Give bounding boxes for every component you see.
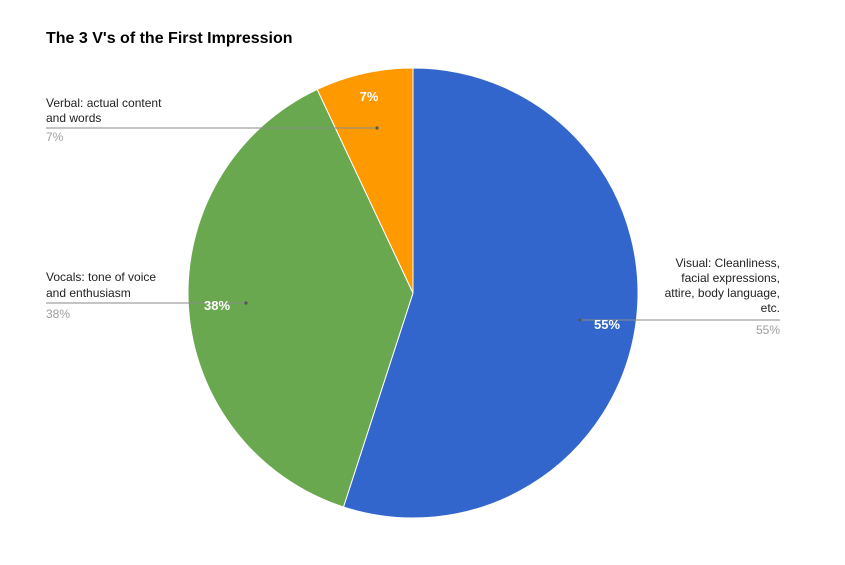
slice-label-vocals: Vocals: tone of voice and enthusiasm 38% — [46, 270, 156, 321]
inside-label-verbal: 7% — [360, 89, 379, 104]
pie-slice-vocals — [187, 88, 414, 508]
label-vocals-line-2: and enthusiasm — [46, 286, 131, 300]
label-visual-percent: 55% — [756, 323, 780, 337]
label-vocals-percent: 38% — [46, 307, 70, 321]
label-visual-line-4: etc. — [761, 301, 780, 315]
slice-label-verbal: Verbal: actual content and words 7% — [46, 96, 162, 144]
label-verbal-percent: 7% — [46, 130, 64, 144]
leader-line-vocals-dot — [244, 301, 248, 305]
label-verbal-line-1: Verbal: actual content — [46, 96, 162, 110]
label-verbal-line-2: and words — [46, 111, 101, 125]
label-vocals-line-1: Vocals: tone of voice — [46, 270, 156, 284]
inside-label-visual: 55% — [594, 317, 620, 332]
label-visual-line-1: Visual: Cleanliness, — [675, 256, 780, 270]
pie-slice-verbal — [316, 67, 414, 294]
label-visual-line-2: facial expressions, — [681, 271, 780, 285]
slice-label-visual: Visual: Cleanliness, facial expressions,… — [665, 256, 781, 337]
pie-slice-visual — [342, 67, 639, 519]
label-visual-line-3: attire, body language, — [665, 286, 780, 300]
chart-title: The 3 V's of the First Impression — [46, 30, 293, 47]
inside-label-vocals: 38% — [204, 298, 230, 313]
leader-line-visual-dot — [578, 318, 582, 322]
leader-line-verbal-dot — [375, 126, 379, 130]
